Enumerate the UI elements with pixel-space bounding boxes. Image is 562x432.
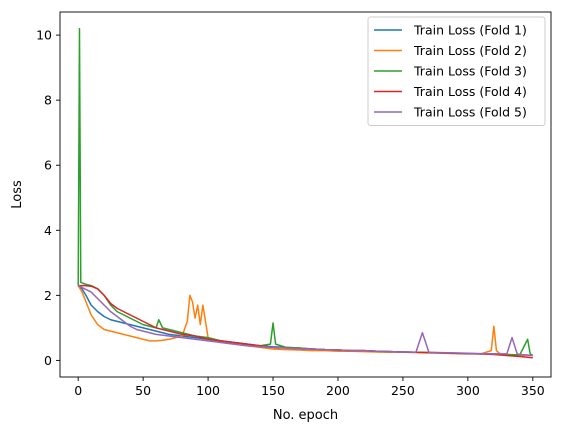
legend-label-fold-4: Train Loss (Fold 4)	[413, 84, 527, 99]
x-tick-label: 0	[74, 383, 82, 398]
y-tick-label: 2	[44, 288, 52, 303]
x-tick-label: 100	[196, 383, 220, 398]
x-tick-label: 200	[326, 383, 350, 398]
y-axis-ticks: 0 2 4 6 8 10	[36, 28, 60, 368]
legend: Train Loss (Fold 1) Train Loss (Fold 2) Tr…	[367, 16, 546, 126]
x-tick-label: 150	[261, 383, 285, 398]
x-axis-label: No. epoch	[273, 408, 338, 423]
legend-label-fold-1: Train Loss (Fold 1)	[413, 23, 527, 38]
legend-label-fold-3: Train Loss (Fold 3)	[413, 64, 527, 79]
series-line-fold-2	[77, 285, 533, 357]
legend-label-fold-2: Train Loss (Fold 2)	[413, 43, 527, 58]
plot-frame	[59, 11, 552, 378]
x-axis-ticks: 0 50 100 150 200 250 300 350	[74, 377, 545, 398]
series-layer	[77, 27, 534, 359]
y-tick-label: 4	[44, 223, 52, 238]
y-tick-label: 0	[44, 353, 52, 368]
y-tick-label: 10	[36, 28, 52, 43]
x-tick-label: 350	[521, 383, 545, 398]
legend-label-fold-5: Train Loss (Fold 5)	[413, 105, 527, 120]
y-tick-label: 6	[44, 158, 52, 173]
y-tick-label: 8	[44, 93, 52, 108]
x-tick-label: 50	[135, 383, 151, 398]
legend-box	[367, 16, 546, 126]
y-axis-label: Loss	[10, 180, 25, 209]
series-line-fold-4	[78, 284, 533, 359]
series-line-fold-5	[77, 284, 533, 357]
series-line-fold-1	[77, 285, 533, 357]
x-tick-label: 300	[456, 383, 480, 398]
x-tick-label: 250	[391, 383, 415, 398]
